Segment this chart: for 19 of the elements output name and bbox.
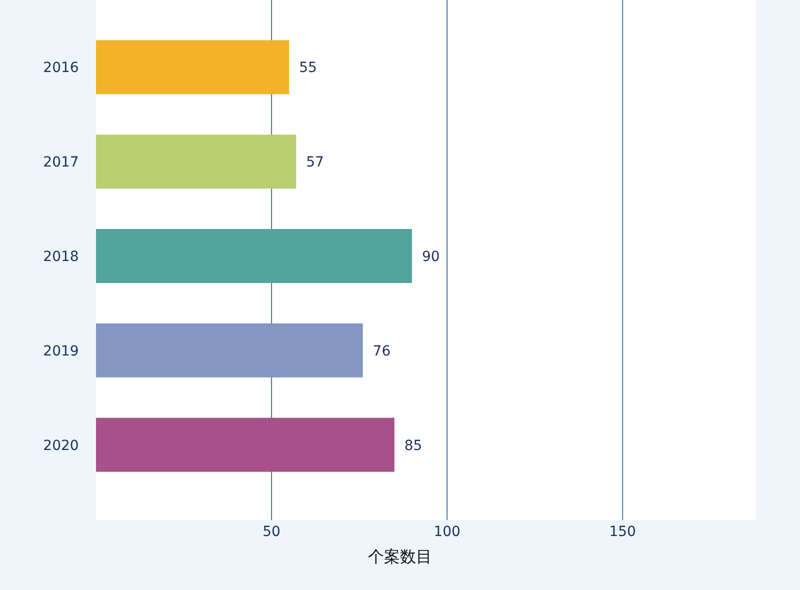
bar xyxy=(96,323,363,378)
y-tick-label: 2016 xyxy=(43,60,79,76)
bar xyxy=(96,40,290,94)
bar xyxy=(96,418,394,472)
x-tick-label: 50 xyxy=(262,524,280,540)
y-tick-label: 2018 xyxy=(43,249,79,265)
x-axis-title: 个案数目 xyxy=(368,547,432,566)
x-tick-label: 100 xyxy=(434,524,460,540)
x-tick-label: 150 xyxy=(609,524,636,540)
bar xyxy=(96,229,412,283)
y-tick-label: 2020 xyxy=(43,438,79,454)
y-tick-label: 2019 xyxy=(43,343,79,360)
data-label: 76 xyxy=(372,343,391,360)
data-label: 90 xyxy=(422,249,440,265)
data-label: 55 xyxy=(299,60,317,76)
y-tick-label: 2017 xyxy=(43,154,79,171)
bar xyxy=(96,134,296,189)
data-label: 57 xyxy=(306,154,324,171)
data-label: 85 xyxy=(404,438,422,454)
